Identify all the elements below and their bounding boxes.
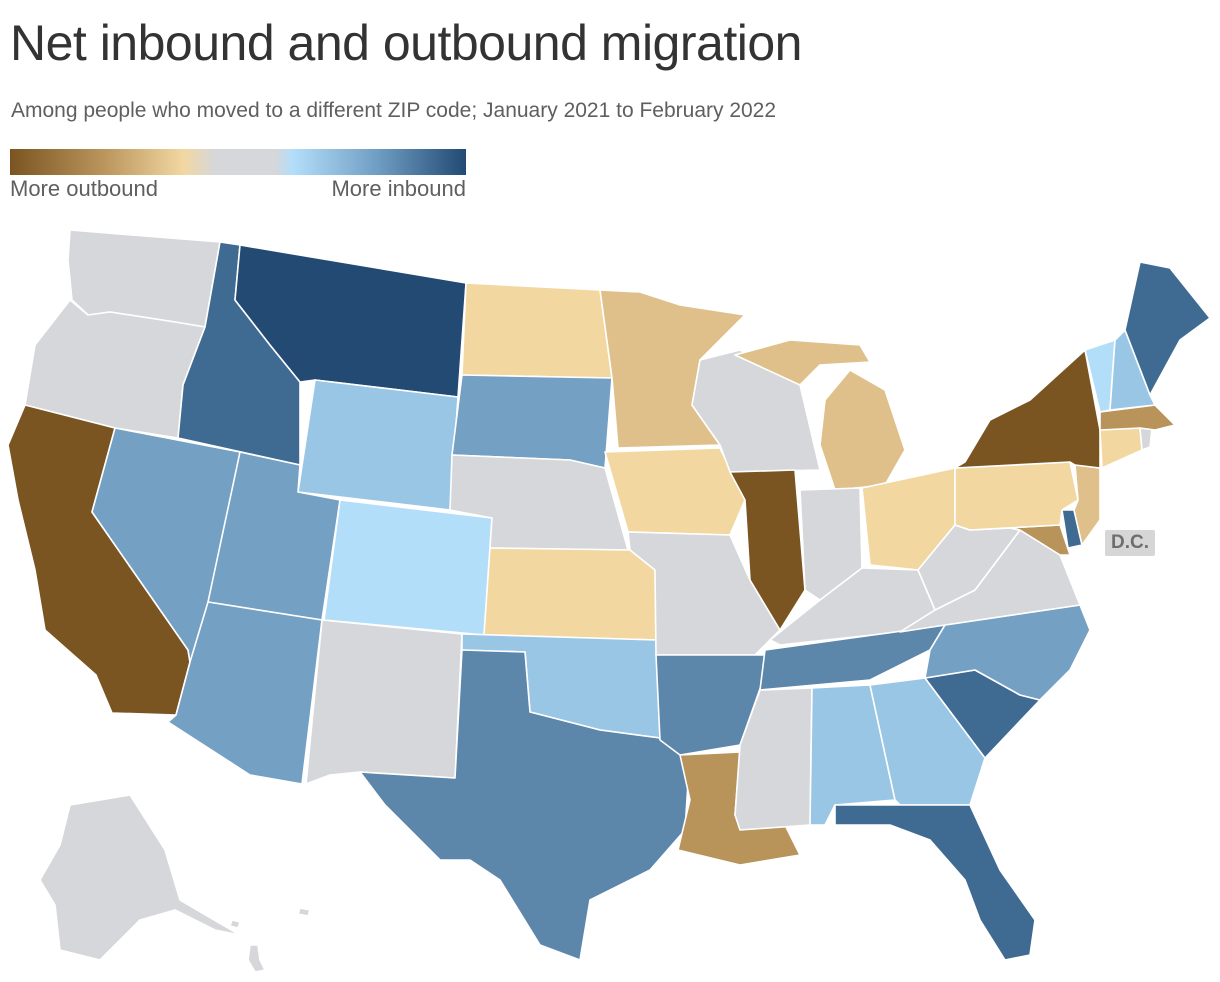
state-kansas[interactable] [483, 547, 657, 641]
state-pennsylvania[interactable] [954, 461, 1079, 531]
state-michigan[interactable] [734, 339, 906, 491]
legend-outbound-label: More outbound [10, 176, 158, 201]
us-map [7, 229, 1211, 973]
state-new-hampshire[interactable] [1109, 329, 1156, 411]
state-washington[interactable] [67, 229, 221, 328]
page-subtitle: Among people who moved to a different ZI… [11, 99, 777, 122]
dc-label: D.C. [1105, 530, 1155, 556]
legend-inbound-label: More inbound [331, 176, 466, 201]
state-alaska[interactable] [39, 794, 241, 961]
state-new-mexico[interactable] [305, 619, 463, 785]
state-colorado[interactable] [323, 499, 493, 636]
state-illinois[interactable] [729, 469, 806, 631]
state-south-dakota[interactable] [451, 374, 613, 469]
state-north-carolina[interactable] [924, 604, 1091, 701]
state-north-dakota[interactable] [461, 282, 613, 379]
state-maine[interactable] [1124, 261, 1211, 396]
page-title: Net inbound and outbound migration [10, 15, 802, 71]
state-iowa[interactable] [604, 447, 746, 536]
state-connecticut[interactable] [1099, 427, 1143, 469]
state-wyoming[interactable] [297, 379, 459, 511]
state-florida[interactable] [834, 804, 1036, 961]
state-hawaii[interactable] [229, 907, 311, 973]
state-new-york[interactable] [954, 349, 1101, 469]
state-rhode-island[interactable] [1139, 427, 1153, 451]
legend-gradient-bar [10, 149, 466, 175]
state-arkansas[interactable] [655, 654, 773, 756]
